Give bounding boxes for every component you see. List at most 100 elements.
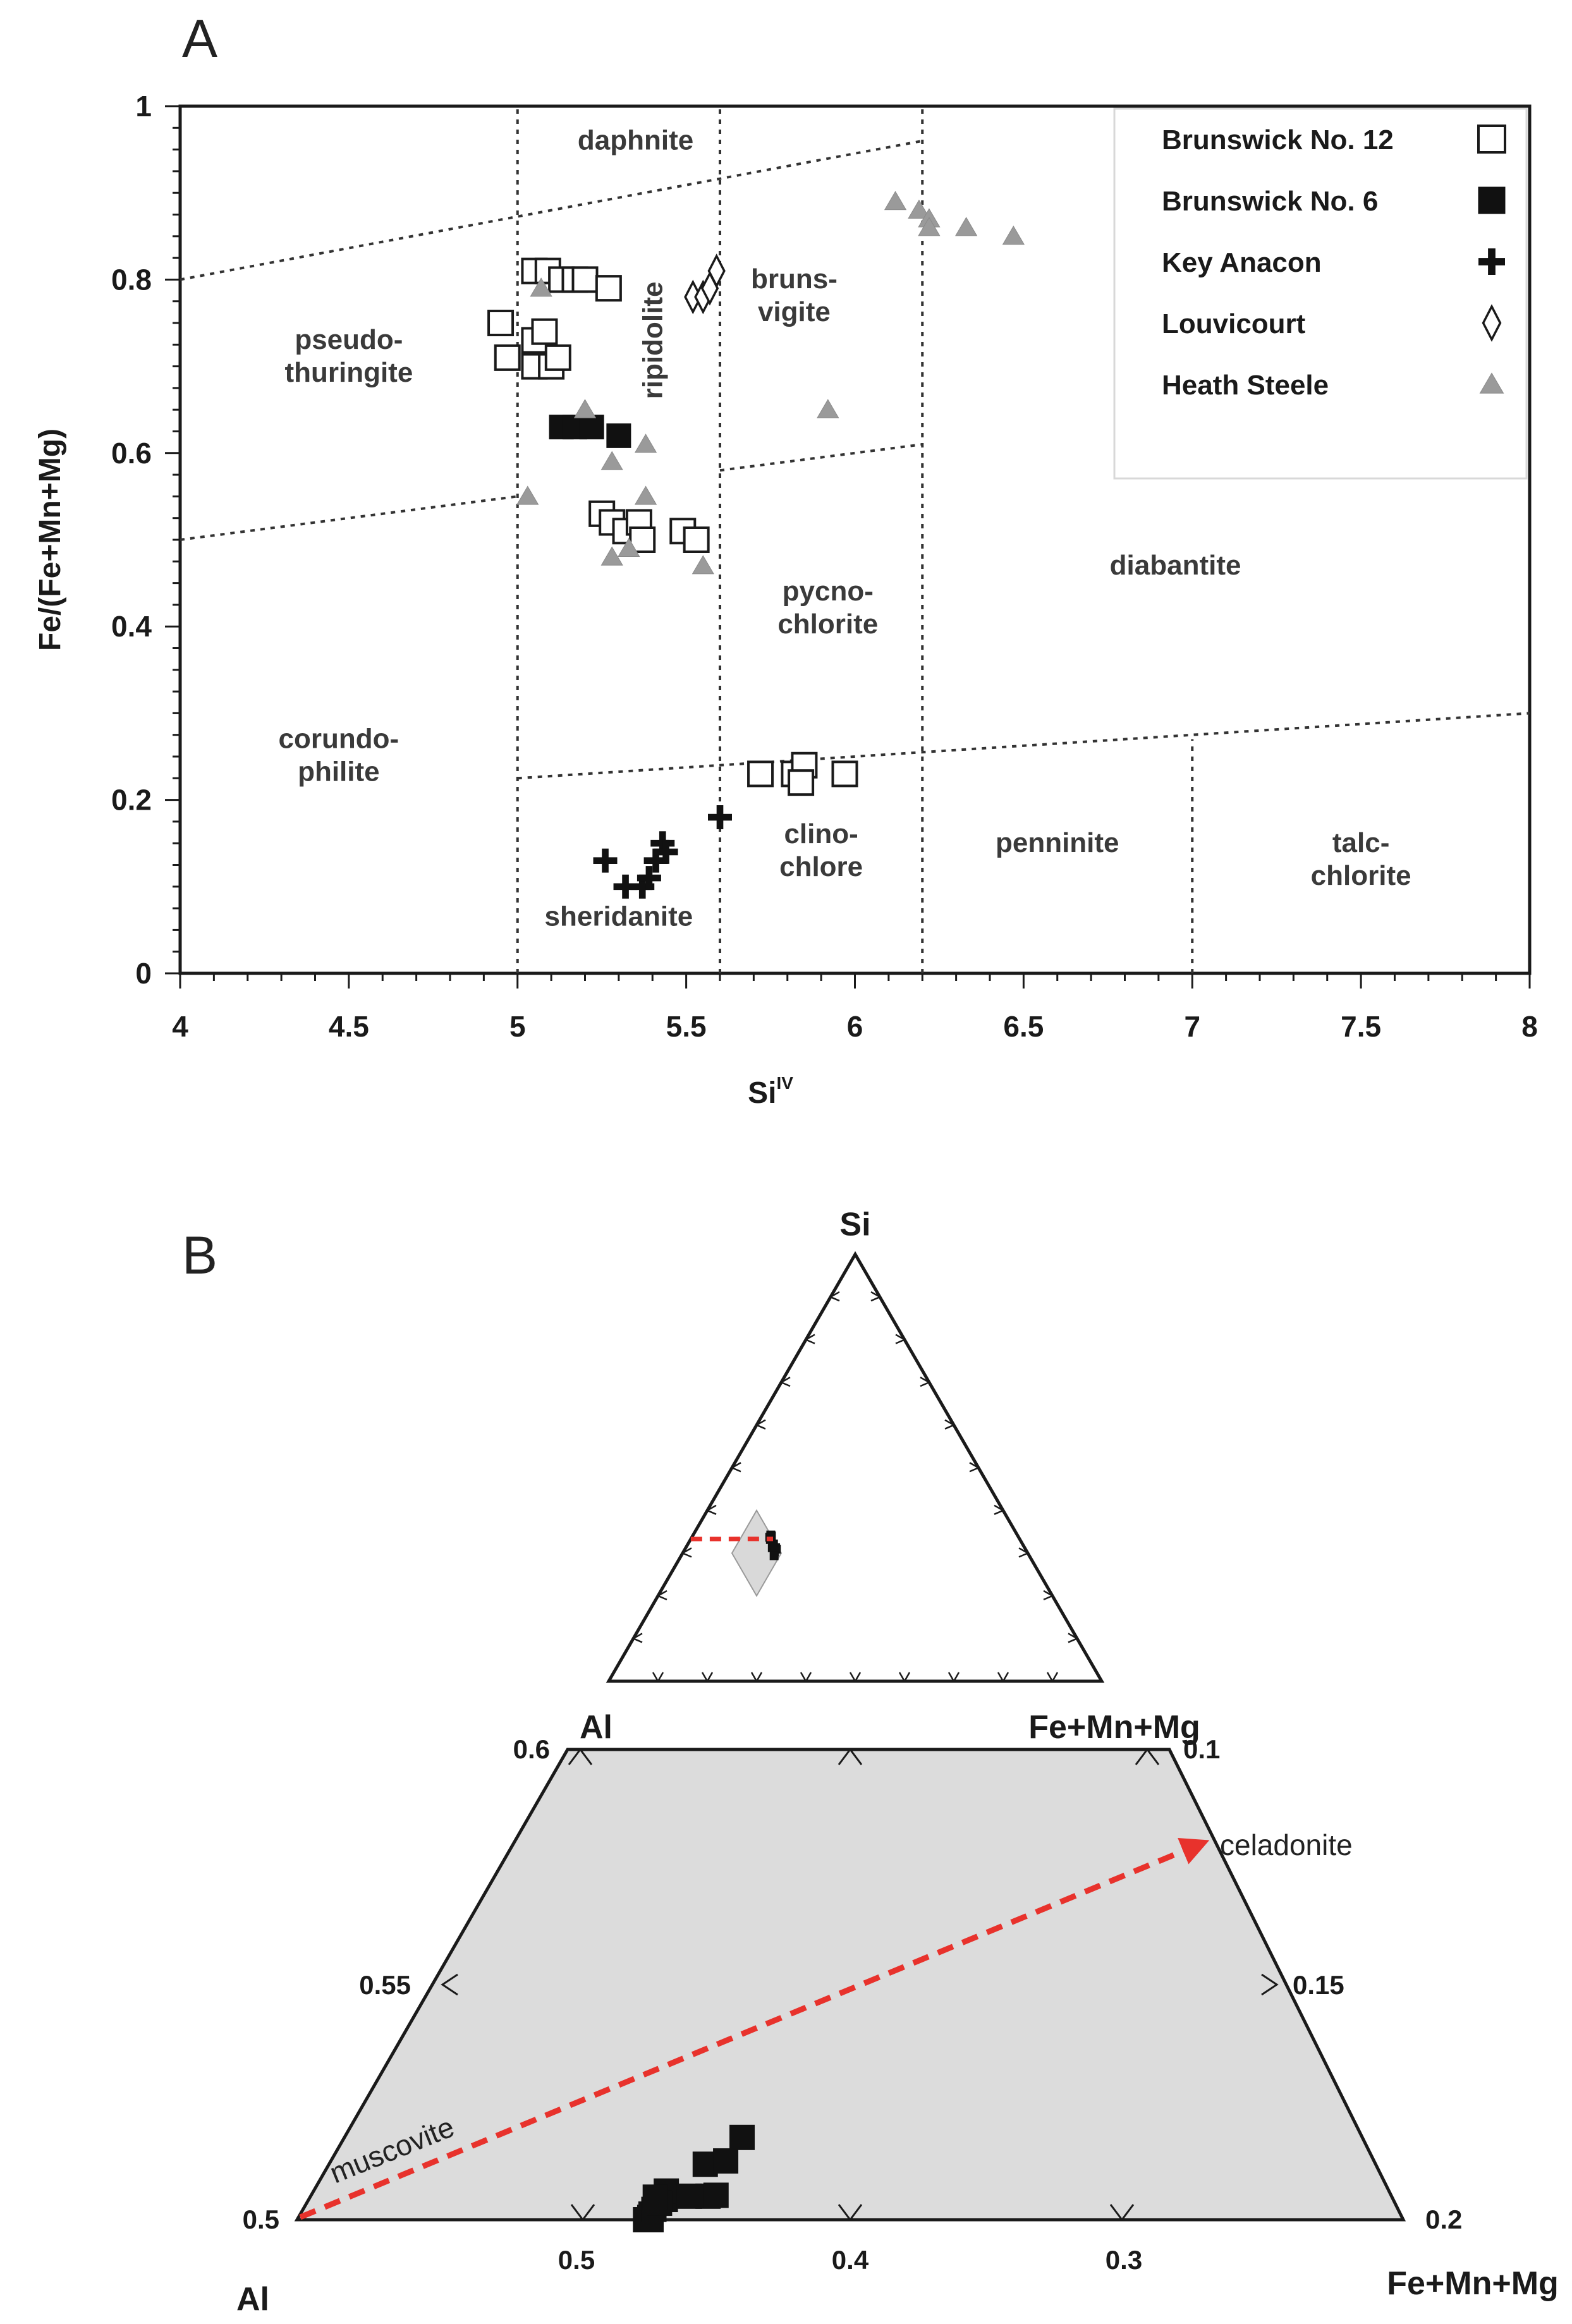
- x-tick-label: 4: [172, 1010, 188, 1043]
- legend-label: Heath Steele: [1162, 370, 1329, 401]
- data-point-open-square: [487, 310, 515, 336]
- y-tick-label: 0.4: [111, 610, 152, 643]
- legend-label: Brunswick No. 12: [1162, 125, 1394, 155]
- ternary-tick: [920, 1377, 931, 1387]
- data-point-gray-triangle: [618, 537, 640, 557]
- y-axis-title: Fe/(Fe+Mn+Mg): [34, 429, 67, 651]
- trend-arrow: [299, 1838, 1210, 2220]
- legend-marker-filled-square: [1478, 186, 1506, 214]
- field-label: corundo-philite: [279, 723, 399, 787]
- data-point-open-square: [747, 760, 774, 788]
- vertex-label-fmm: Fe+Mn+Mg: [1028, 1709, 1200, 1746]
- data-point-open-square: [831, 760, 858, 788]
- ternary-tick: [829, 1291, 840, 1302]
- zoom-label-fmm-bottom: 0.2: [1425, 2205, 1462, 2234]
- legend-marker-open-square: [1477, 125, 1506, 154]
- x-axis-superscript: IV: [777, 1073, 794, 1093]
- ternary-tick: [681, 1547, 692, 1558]
- ternary-tick: [800, 1672, 812, 1683]
- data-point-filled-square: [606, 423, 631, 448]
- zoom-tick: [838, 1748, 863, 1765]
- data-point-open-square: [531, 318, 558, 345]
- data-point-gray-triangle: [634, 434, 657, 453]
- panel-b-ternary: Si Al Fe+Mn+Mg 0.6 0.55 0.5 0.1 0.15 0.2 0.5 0.4 0.…: [236, 1207, 1559, 2318]
- ternary-tick: [895, 1334, 906, 1344]
- data-point-plus: [637, 866, 661, 891]
- ternary-zoom-point: [642, 2184, 668, 2210]
- axis-ticks: 4 4.5 5 5.5 6 6.5 7 7.5 8 0 0.2 0.4 0.6 0.8 1: [111, 90, 1538, 1043]
- y-tick-label: 0.2: [111, 784, 152, 817]
- data-point-gray-triangle: [573, 399, 597, 418]
- ternary-tick: [1068, 1633, 1079, 1643]
- field-label: daphnite: [578, 125, 693, 156]
- legend-label: Key Anacon: [1162, 247, 1322, 278]
- legend: Brunswick No. 12 Brunswick No. 6 Key Anaco…: [1113, 107, 1528, 480]
- x-tick-label: 5: [509, 1010, 526, 1043]
- vertex-label-al: Al: [580, 1709, 612, 1746]
- ternary-tick: [1043, 1590, 1054, 1601]
- zoom-tick: [1261, 1973, 1279, 1996]
- legend-box: [1113, 107, 1528, 480]
- zoom-label-al-top: 0.6: [513, 1734, 550, 1764]
- zoom-tick: [1135, 1748, 1160, 1765]
- data-point-plus: [650, 831, 675, 856]
- data-point-open-square: [494, 344, 521, 371]
- ternary-tick: [944, 1419, 956, 1430]
- field-label: bruns-vigite: [751, 264, 838, 327]
- x-tick-label: 6: [847, 1010, 863, 1043]
- data-point-open-square: [683, 526, 710, 553]
- field-labels: daphnite pseudo-thuringite ripidolite bruns…: [279, 125, 1411, 932]
- ternary-tick: [631, 1633, 643, 1643]
- ternary-tick: [755, 1419, 766, 1430]
- x-tick-label: 7.5: [1341, 1010, 1381, 1043]
- ternary-tick: [705, 1504, 717, 1515]
- legend-marker-plus: [1478, 248, 1505, 275]
- legend-label: Brunswick No. 6: [1162, 186, 1378, 217]
- data-point-gray-triangle: [817, 399, 839, 418]
- zoom-corner-fmm: Fe+Mn+Mg: [1387, 2265, 1559, 2302]
- field-boundary-line: [517, 712, 1530, 780]
- zoom-label-al-bottom: 0.5: [243, 2205, 279, 2234]
- data-point-open-square: [571, 266, 599, 293]
- ternary-tick: [994, 1504, 1005, 1515]
- ternary-tick: [870, 1291, 882, 1302]
- ternary-tick: [1018, 1547, 1030, 1558]
- data-point-open-square: [595, 275, 622, 302]
- data-point-plus: [593, 848, 618, 873]
- ternary-frame: [606, 1251, 1105, 1683]
- x-tick-label: 7: [1184, 1010, 1200, 1043]
- y-tick-label: 0.8: [111, 263, 152, 296]
- ternary-tick: [849, 1672, 862, 1683]
- zoom-label-bottom-1: 0.5: [558, 2245, 595, 2275]
- ternary-tick: [701, 1672, 714, 1683]
- field-boundary-line: [180, 139, 923, 281]
- data-point-gray-triangle: [516, 485, 539, 505]
- data-point-gray-triangle: [884, 190, 907, 210]
- ternary-tick: [750, 1672, 763, 1683]
- x-tick-label: 4.5: [329, 1010, 369, 1043]
- ternary-tick: [969, 1462, 980, 1473]
- data-point-plus: [630, 874, 655, 899]
- x-tick-label: 8: [1521, 1010, 1538, 1043]
- data-point-open-square: [544, 344, 571, 371]
- y-tick-label: 0.6: [111, 437, 152, 470]
- ternary-tick: [898, 1672, 911, 1683]
- data-point-gray-triangle: [600, 451, 623, 470]
- zoom-label-bottom-2: 0.4: [832, 2245, 869, 2275]
- zoom-tick: [441, 1973, 458, 1996]
- data-points: [487, 190, 1025, 899]
- data-point-gray-triangle: [1002, 225, 1025, 245]
- ternary-tick: [1046, 1672, 1059, 1683]
- ternary-zoom-point: [729, 2124, 755, 2150]
- trend-label-celadonite: celadonite: [1220, 1828, 1353, 1861]
- zoom-trapezoid: [294, 1748, 1406, 2222]
- field-label: diabantite: [1110, 550, 1241, 581]
- zoom-label-bottom-3: 0.3: [1106, 2245, 1142, 2275]
- ternary-tick: [730, 1462, 741, 1473]
- data-point-plus: [654, 839, 678, 864]
- zoom-tick: [838, 2204, 863, 2222]
- field-label: ripidolite: [637, 282, 668, 399]
- field-boundary-line: [180, 495, 518, 541]
- data-point-gray-triangle: [530, 277, 552, 297]
- data-point-open-square: [788, 769, 815, 796]
